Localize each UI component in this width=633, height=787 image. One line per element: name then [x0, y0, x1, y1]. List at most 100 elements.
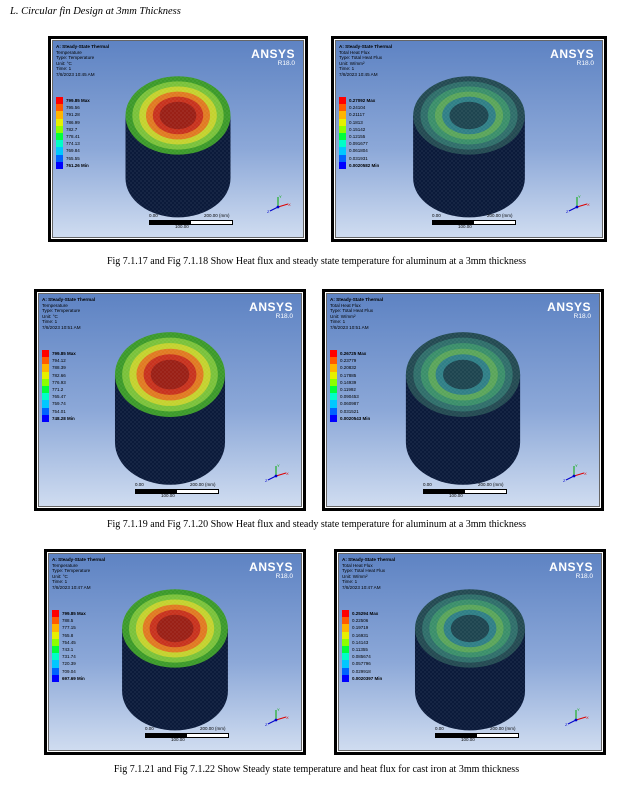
legend-row: 777.15	[52, 624, 86, 632]
legend-row: 0.16931	[342, 631, 382, 639]
legend-swatch	[342, 624, 349, 632]
svg-text:Z: Z	[565, 722, 568, 727]
legend-swatch	[330, 357, 337, 365]
legend-label: 743.1	[62, 647, 74, 653]
ansys-viewport[interactable]: A: Steady-State Thermal Total Heat Flux …	[327, 294, 599, 506]
legend-row: 0.26725 Max	[330, 350, 370, 358]
ansys-name: ANSYS	[550, 47, 594, 61]
legend-swatch	[330, 414, 337, 422]
legend-label: 0.12155	[349, 134, 366, 140]
legend-row: 0.27092 Max	[339, 97, 379, 105]
legend-label: 709.04	[62, 668, 76, 674]
legend-row: 765.8	[52, 631, 86, 639]
legend-swatch	[52, 624, 59, 632]
ansys-logo: ANSYS R18.0	[547, 300, 591, 320]
ansys-viewport[interactable]: A: Steady-State Thermal Temperature Type…	[39, 294, 301, 506]
legend-label: 0.26725 Max	[340, 351, 367, 357]
scale-mid: 100.00	[175, 224, 189, 229]
caption-fig-7-1-21-22: Fig 7.1.21 and Fig 7.1.22 Show Steady st…	[113, 764, 520, 775]
panel-frame	[331, 36, 607, 242]
result-header: A: Steady-State Thermal Temperature Type…	[42, 297, 95, 330]
legend-row: 0.057796	[342, 660, 382, 668]
axis-triad-icon[interactable]: X Y Z	[564, 193, 590, 215]
legend-swatch	[339, 118, 346, 126]
legend-label: 791.28	[66, 112, 80, 118]
caption-fig-7-1-19-20: Fig 7.1.19 and Fig 7.1.20 Show Heat flux…	[106, 519, 527, 530]
legend-row: 0.085674	[342, 653, 382, 661]
fin-model	[414, 589, 526, 731]
result-unit: Unit: °C	[56, 60, 72, 66]
legend-label: 0.19719	[352, 625, 369, 631]
legend-row: 0.060987	[330, 400, 370, 408]
axis-triad-icon[interactable]: X Y Z	[563, 706, 589, 728]
panel-frame	[322, 289, 604, 511]
legend-label: 777.15	[62, 625, 76, 631]
ansys-name: ANSYS	[249, 560, 293, 574]
legend-label: 776.93	[52, 379, 66, 385]
panel-frame	[44, 549, 306, 755]
scale-end: 200.00 (mm)	[204, 213, 230, 218]
legend-swatch	[342, 667, 349, 675]
legend-label: 799.85 Max	[66, 98, 90, 104]
legend-swatch	[56, 147, 63, 155]
legend-row: 754.01	[42, 407, 76, 415]
legend-swatch	[52, 645, 59, 654]
legend-swatch	[330, 378, 337, 386]
legend-label: 0.22506	[352, 618, 369, 624]
legend-row: 782.66	[42, 371, 76, 379]
legend-swatch	[339, 147, 346, 155]
legend-swatch	[56, 125, 63, 133]
result-type-name: Temperature	[42, 302, 68, 308]
svg-text:Z: Z	[265, 722, 268, 727]
legend-label: 788.39	[52, 365, 66, 371]
legend-label: 771.2	[52, 387, 64, 393]
result-time: Time: 1	[56, 66, 72, 71]
axis-triad-icon[interactable]: X Y Z	[561, 462, 587, 484]
analysis-title: A: Steady-State Thermal	[330, 297, 384, 302]
ansys-viewport[interactable]: A: Steady-State Thermal Total Heat Flux …	[339, 554, 601, 750]
svg-text:Z: Z	[563, 478, 566, 483]
legend-swatch	[42, 400, 49, 408]
scale-mid: 100.00	[171, 737, 185, 742]
legend-label: 0.031931	[349, 155, 368, 161]
legend-swatch	[56, 161, 63, 169]
legend-swatch	[339, 140, 346, 148]
ansys-viewport[interactable]: A: Steady-State Thermal Temperature Type…	[49, 554, 301, 750]
legend-label: 761.26 Min	[66, 162, 89, 168]
result-date: 7/8/2023 10:45 AM	[56, 71, 95, 77]
legend-row: 771.2	[42, 385, 76, 394]
scale-bar-graphic	[135, 489, 219, 494]
figure-panel-fig-7-1-17: A: Steady-State Thermal Temperature Type…	[48, 36, 308, 242]
svg-text:Z: Z	[267, 209, 270, 214]
result-header: A: Steady-State Thermal Total Heat Flux …	[330, 297, 383, 330]
legend-row: 0.11992	[330, 385, 370, 394]
result-type: Type: Temperature	[52, 568, 91, 573]
ansys-name: ANSYS	[549, 560, 593, 574]
analysis-title: A: Steady-State Thermal	[52, 557, 106, 562]
legend-row: 748.28 Min	[42, 414, 76, 422]
legend-swatch	[330, 371, 337, 379]
legend-swatch	[330, 400, 337, 408]
scale-zero: 0.00	[435, 726, 444, 731]
legend-row: 0.15142	[339, 125, 379, 133]
axis-triad-icon[interactable]: X Y Z	[263, 462, 289, 484]
ansys-viewport[interactable]: A: Steady-State Thermal Temperature Type…	[53, 41, 303, 237]
scale-end: 200.00 (mm)	[490, 726, 516, 731]
legend-swatch	[342, 653, 349, 661]
ansys-version: R18.0	[277, 60, 295, 67]
axis-triad-icon[interactable]: X Y Z	[263, 706, 289, 728]
legend-swatch	[52, 674, 59, 682]
result-type-name: Temperature	[56, 49, 82, 55]
panel-frame	[334, 549, 606, 755]
ansys-viewport[interactable]: A: Steady-State Thermal Total Heat Flux …	[336, 41, 602, 237]
ansys-version: R18.0	[573, 313, 591, 320]
legend-label: 748.28 Min	[52, 415, 75, 421]
legend-row: 799.85 Max	[42, 350, 76, 358]
result-header: A: Steady-State Thermal Total Heat Flux …	[339, 44, 392, 77]
scale-end: 200.00 (mm)	[190, 482, 216, 487]
result-unit: Unit: °C	[42, 313, 58, 319]
legend-swatch	[342, 631, 349, 639]
result-type: Type: Temperature	[42, 308, 81, 313]
axis-triad-icon[interactable]: X Y Z	[265, 193, 291, 215]
legend-label: 765.47	[52, 394, 66, 400]
